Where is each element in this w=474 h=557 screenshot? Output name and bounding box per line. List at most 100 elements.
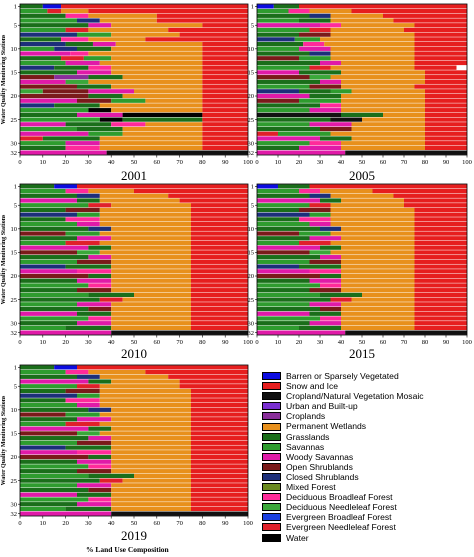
x-tick-label: 10	[40, 339, 47, 346]
x-tick-label: 10	[40, 520, 47, 527]
bar-segment	[111, 325, 191, 331]
bar-segment	[404, 203, 467, 208]
bar-segment	[257, 288, 310, 293]
x-tick-label: 40	[108, 339, 115, 346]
bar-segment	[99, 412, 191, 417]
legend-item: Permanent Wetlands	[262, 421, 467, 431]
bar-segment	[61, 56, 84, 61]
bar-segment	[330, 89, 352, 94]
bar-segment	[20, 417, 77, 422]
bar-segment	[88, 93, 123, 99]
bar-segment	[65, 240, 100, 246]
bar-segment	[191, 203, 248, 208]
x-tick-label: 0	[18, 159, 21, 166]
bar-segment	[20, 450, 77, 455]
bar-segment	[299, 46, 331, 51]
bar-segment	[351, 122, 425, 127]
bar-segment	[47, 8, 62, 14]
bar-segment	[330, 193, 394, 198]
x-tick-label: 20	[62, 159, 69, 166]
bar-segment	[20, 27, 66, 33]
bar-segment	[20, 79, 66, 84]
bar-segment	[77, 302, 112, 307]
bar-segment	[77, 222, 100, 227]
x-tick-label: 0	[18, 520, 21, 527]
bar-segment	[65, 141, 100, 146]
bar-segment	[20, 259, 77, 264]
bar-segment	[414, 56, 467, 61]
legend-label: Permanent Wetlands	[286, 421, 367, 432]
x-tick-label: 70	[176, 339, 183, 346]
bar-segment	[414, 288, 467, 293]
legend-label: Savannas	[286, 441, 325, 452]
bar-segment	[20, 122, 66, 127]
bar-segment	[191, 421, 248, 427]
bar-segment	[20, 273, 89, 279]
bar-segment	[341, 311, 415, 316]
bar-segment	[54, 75, 89, 80]
bar-segment	[61, 37, 89, 42]
bar-segment	[191, 245, 248, 250]
bar-segment	[191, 407, 248, 412]
bar-segment	[341, 264, 415, 269]
panel-2001: 0 10 20 30 40 50 60 70 80 90 10015101520253032Wate…	[1, 4, 253, 183]
bar-segment	[257, 93, 310, 99]
y-tick-label: 20	[11, 93, 18, 100]
bar-segment	[425, 98, 467, 103]
bar-segment	[414, 222, 467, 227]
bar-segment	[20, 321, 77, 326]
bar-segment	[20, 306, 89, 312]
bar-segment	[20, 207, 66, 213]
bar-segment	[134, 292, 191, 297]
legend-label: Barren or Sparsely Vegetated	[286, 371, 399, 381]
bar-segment	[111, 436, 191, 441]
bar-segment	[341, 302, 415, 307]
legend-label: Snow and Ice	[286, 381, 339, 392]
bar-segment	[414, 297, 467, 302]
bar-segment	[20, 84, 77, 89]
x-tick-label: 60	[154, 339, 161, 346]
bar-segment	[257, 145, 299, 151]
bar-segment	[414, 236, 467, 241]
panel-title: 2005	[349, 168, 375, 183]
bar-segment	[88, 89, 134, 94]
bar-segment	[299, 56, 331, 61]
x-tick-label: 80	[422, 339, 429, 346]
bar-segment	[202, 141, 248, 146]
y-tick-label: 32	[248, 330, 255, 337]
bar-segment	[309, 122, 352, 127]
bar-segment	[425, 89, 467, 94]
bar-segment	[20, 388, 66, 394]
bar-segment	[20, 198, 77, 203]
bar-segment	[77, 483, 112, 488]
x-tick-label: 100	[243, 159, 253, 166]
legend-item: Evergreen Needleleaf Forest	[262, 522, 467, 532]
bar-segment	[88, 292, 134, 297]
legend-label: Evergreen Broadleaf Forest	[286, 512, 392, 523]
bar-segment	[88, 487, 112, 493]
bar-segment	[20, 37, 62, 42]
bar-segment	[99, 431, 191, 436]
y-tick-label: 10	[11, 226, 18, 233]
bar-segment	[111, 483, 191, 488]
bar-segment	[257, 141, 310, 146]
y-tick-label: 30	[11, 501, 18, 508]
bar-segment	[320, 306, 341, 312]
bar-segment	[191, 412, 248, 417]
y-tick-label: 15	[248, 250, 255, 257]
legend-item: Woody Savannas	[262, 452, 467, 462]
panel-title: 2001	[121, 168, 147, 183]
x-tick-label: 60	[380, 339, 387, 346]
legend-item: Grasslands	[262, 432, 467, 442]
bar-segment	[88, 369, 146, 375]
bar-segment	[65, 231, 100, 236]
bar-segment	[202, 79, 248, 84]
bar-segment	[191, 236, 248, 241]
bar-segment	[202, 145, 248, 151]
bar-segment	[20, 454, 89, 460]
legend-swatch	[262, 462, 281, 471]
bar-segment	[65, 188, 89, 194]
x-tick-label: 50	[359, 339, 366, 346]
bar-segment	[168, 193, 248, 198]
